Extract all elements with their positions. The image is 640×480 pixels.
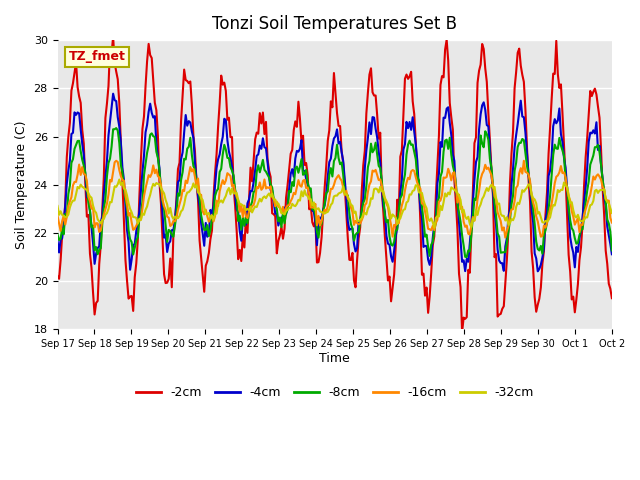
- -8cm: [298, 156, 305, 162]
- -16cm: [296, 183, 304, 189]
- Title: Tonzi Soil Temperatures Set B: Tonzi Soil Temperatures Set B: [212, 15, 457, 33]
- -16cm: [122, 192, 129, 198]
- -8cm: [248, 199, 256, 205]
- -32cm: [608, 210, 616, 216]
- Text: TZ_fmet: TZ_fmet: [68, 50, 125, 63]
- -2cm: [109, 34, 117, 39]
- -4cm: [248, 188, 256, 194]
- Y-axis label: Soil Temperature (C): Soil Temperature (C): [15, 120, 28, 249]
- -32cm: [298, 189, 305, 194]
- -2cm: [239, 232, 246, 238]
- -4cm: [54, 238, 61, 244]
- -16cm: [520, 158, 528, 164]
- -8cm: [113, 125, 120, 131]
- -8cm: [463, 254, 470, 260]
- -2cm: [580, 182, 588, 188]
- -32cm: [239, 203, 246, 208]
- -4cm: [298, 137, 305, 143]
- -4cm: [109, 91, 117, 96]
- Line: -32cm: -32cm: [58, 180, 612, 228]
- -8cm: [54, 231, 61, 237]
- -32cm: [115, 177, 123, 182]
- Line: -4cm: -4cm: [58, 94, 612, 271]
- -2cm: [54, 274, 61, 279]
- -16cm: [246, 207, 254, 213]
- Line: -16cm: -16cm: [58, 161, 612, 238]
- -32cm: [220, 196, 228, 202]
- X-axis label: Time: Time: [319, 352, 350, 365]
- -4cm: [580, 199, 588, 204]
- -16cm: [54, 213, 61, 219]
- -4cm: [220, 116, 228, 121]
- -16cm: [237, 202, 245, 208]
- -4cm: [608, 252, 616, 257]
- -16cm: [219, 177, 227, 183]
- -2cm: [248, 179, 256, 184]
- -4cm: [534, 268, 541, 274]
- Legend: -2cm, -4cm, -8cm, -16cm, -32cm: -2cm, -4cm, -8cm, -16cm, -32cm: [131, 381, 539, 404]
- -4cm: [239, 216, 246, 222]
- -16cm: [608, 220, 616, 226]
- Line: -8cm: -8cm: [58, 128, 612, 257]
- -2cm: [123, 277, 131, 283]
- -4cm: [123, 227, 131, 233]
- -32cm: [580, 217, 588, 223]
- -2cm: [220, 80, 228, 85]
- Line: -2cm: -2cm: [58, 36, 612, 332]
- -8cm: [123, 205, 131, 211]
- -8cm: [239, 215, 246, 220]
- -32cm: [248, 210, 256, 216]
- -8cm: [220, 142, 228, 148]
- -8cm: [580, 214, 588, 220]
- -2cm: [458, 329, 466, 335]
- -2cm: [608, 295, 616, 301]
- -8cm: [608, 248, 616, 253]
- -32cm: [431, 225, 438, 231]
- -32cm: [123, 192, 131, 198]
- -2cm: [298, 140, 305, 145]
- -16cm: [580, 212, 588, 217]
- -16cm: [502, 235, 509, 240]
- -32cm: [54, 203, 61, 209]
